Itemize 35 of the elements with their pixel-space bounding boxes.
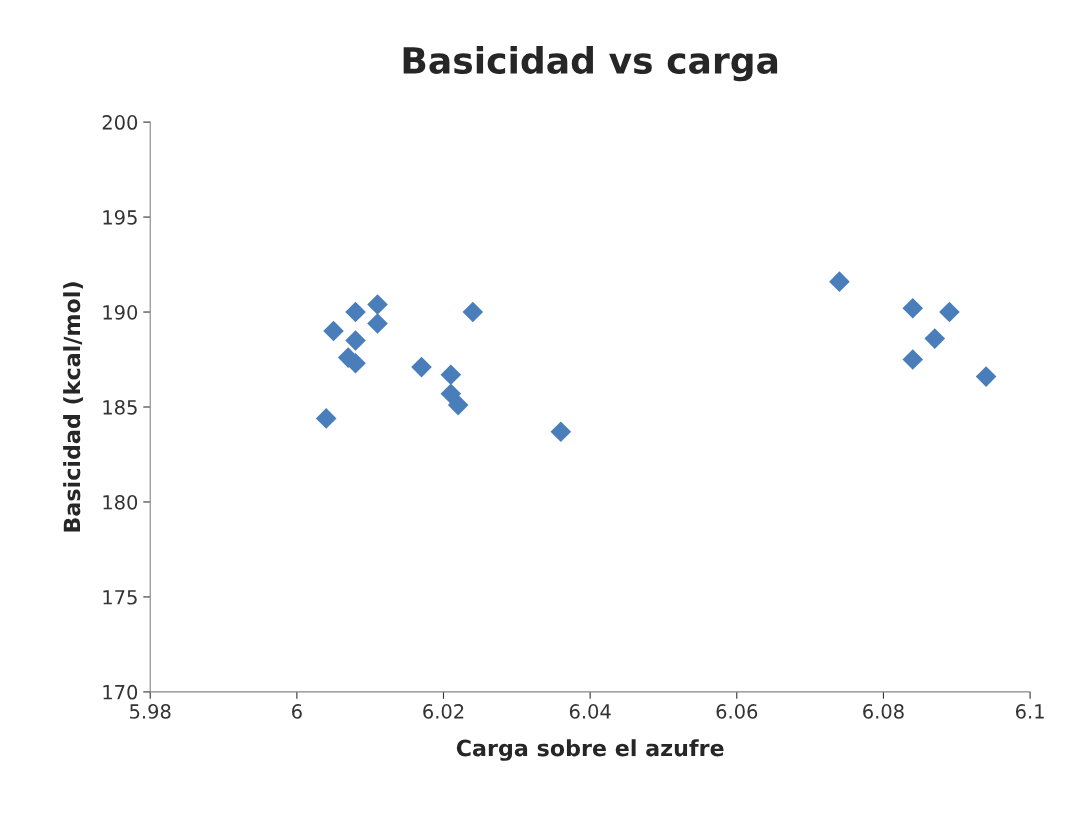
- x-tick-label: 6.06: [716, 704, 758, 719]
- point: [462, 301, 484, 323]
- x-tick-label: 6: [292, 704, 302, 719]
- point: [440, 383, 462, 404]
- point: [447, 394, 469, 416]
- point: [367, 294, 388, 315]
- y-tick-label: 185: [103, 399, 137, 415]
- x-tick-label: 6.02: [423, 704, 464, 719]
- point: [345, 330, 366, 351]
- y-tick-label: 180: [103, 494, 138, 510]
- y-tick-label: 190: [103, 304, 138, 320]
- point: [902, 349, 924, 370]
- y-tick-label: 175: [103, 590, 137, 605]
- y-axis-title: Basicidad (kcal/mol): [63, 282, 83, 532]
- point: [924, 328, 946, 349]
- x-tick-label: 6.04: [569, 704, 611, 719]
- x-tick-label: 6.08: [863, 704, 904, 719]
- y-tick-label: 170: [103, 684, 138, 700]
- point: [411, 356, 432, 378]
- point: [975, 366, 997, 387]
- x-tick-label: 5.98: [130, 704, 171, 719]
- chart-title: Basicidad vs carga: [403, 46, 778, 82]
- point: [315, 408, 337, 429]
- point: [550, 421, 572, 442]
- point: [939, 301, 960, 323]
- x-tick-label: 6.1: [1015, 704, 1044, 719]
- point: [323, 320, 344, 342]
- point: [367, 313, 388, 334]
- y-tick-label: 200: [102, 115, 138, 130]
- point: [345, 301, 366, 323]
- point: [902, 297, 924, 319]
- y-tick-label: 195: [103, 210, 137, 225]
- point: [829, 271, 850, 292]
- point: [440, 364, 462, 386]
- x-axis-title: Carga sobre el azufre: [456, 739, 724, 761]
